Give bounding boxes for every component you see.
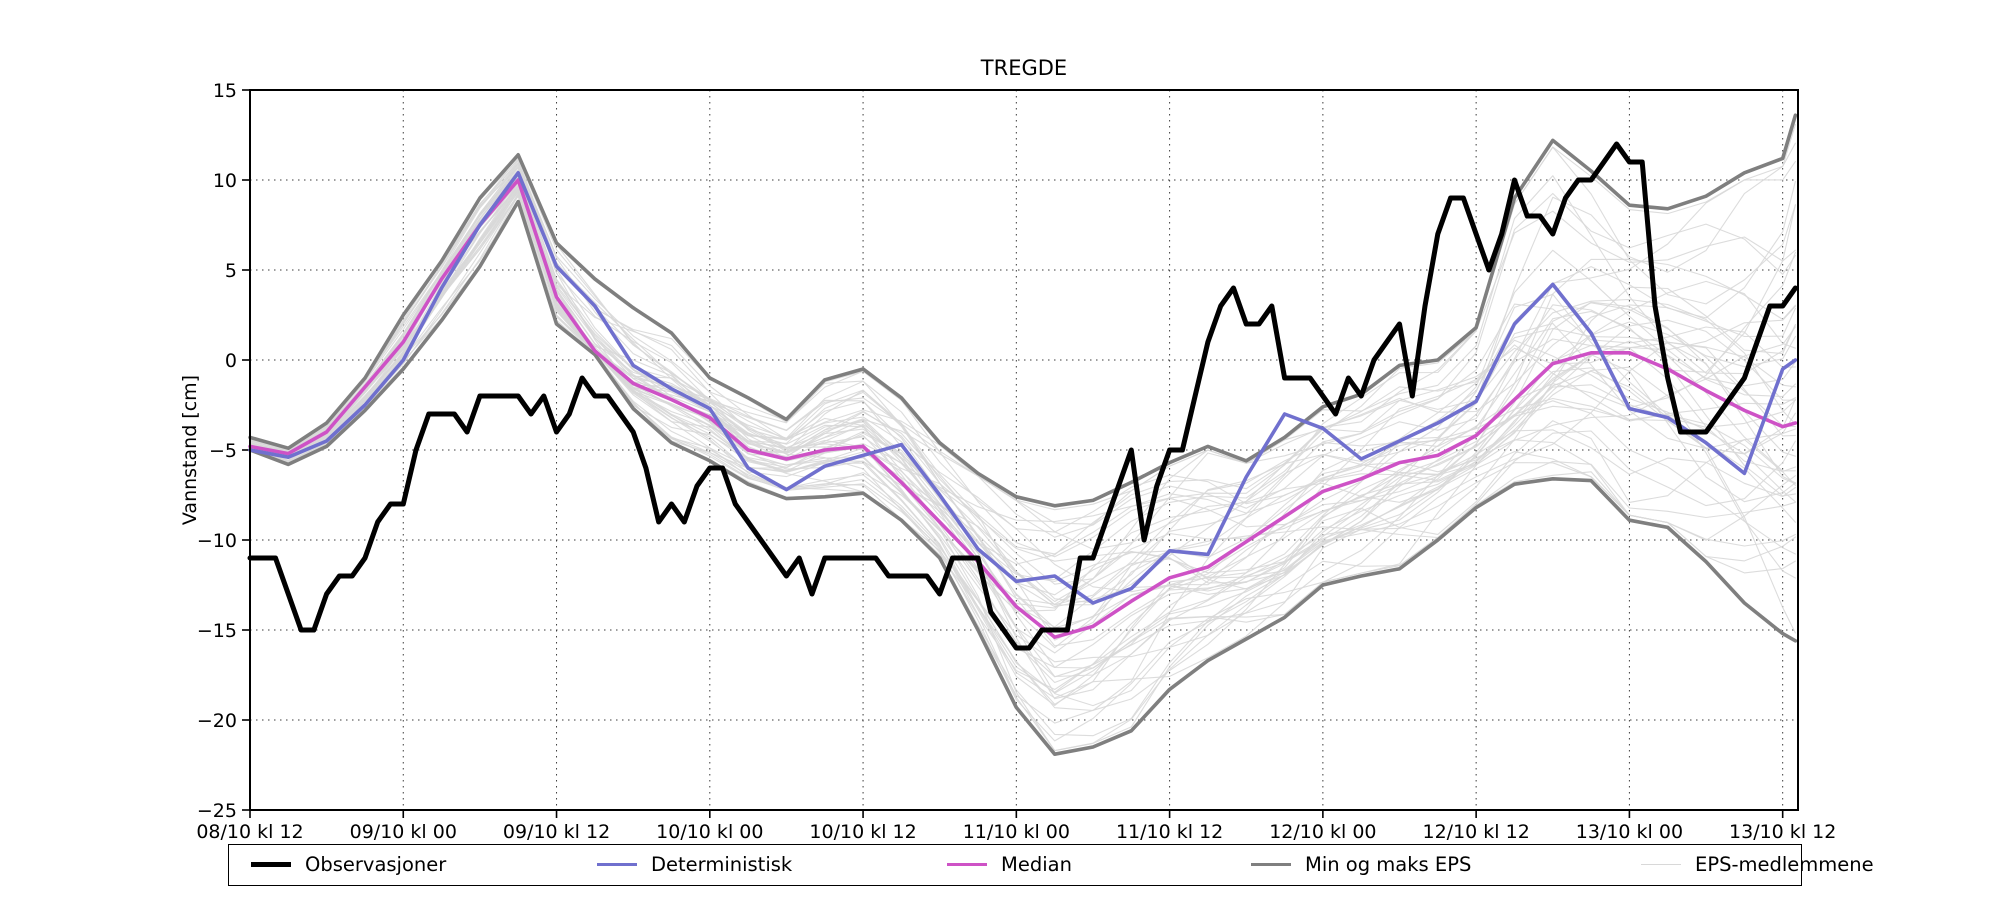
legend-item-eps-medlemmene: EPS-medlemmene xyxy=(1641,845,1874,884)
eps-member-line xyxy=(249,162,1796,558)
deterministic-line xyxy=(248,171,1798,605)
x-tick-label: 11/10 kl 12 xyxy=(1116,821,1223,843)
eps-member-line xyxy=(249,157,1796,565)
legend-label: Median xyxy=(1001,853,1072,876)
eps-member-line xyxy=(249,199,1796,707)
eps-member-line xyxy=(249,185,1796,742)
eps-member-line xyxy=(249,146,1796,603)
x-tick-label: 11/10 kl 00 xyxy=(963,821,1070,843)
y-tick-label: −25 xyxy=(197,800,237,822)
eps-member-line xyxy=(249,200,1796,663)
legend: Observasjoner Deterministisk Median Min og … xyxy=(228,844,1874,886)
observations-line xyxy=(247,141,1798,651)
eps-member-line xyxy=(249,166,1796,585)
x-tick-label: 10/10 kl 00 xyxy=(656,821,763,843)
eps-member-line xyxy=(249,187,1796,550)
x-tick-label: 13/10 kl 00 xyxy=(1576,821,1683,843)
y-tick-label: 15 xyxy=(213,80,237,102)
x-tick-label: 09/10 kl 00 xyxy=(350,821,457,843)
eps-member-line xyxy=(249,186,1796,737)
y-tick-label: −15 xyxy=(197,620,237,642)
y-tick-label: 5 xyxy=(225,260,237,282)
min-eps-line xyxy=(248,199,1798,757)
legend-line-swatch xyxy=(1641,864,1681,865)
legend-line-swatch xyxy=(947,863,987,866)
legend-line-swatch xyxy=(1251,863,1291,866)
eps-member-line xyxy=(249,192,1796,752)
y-tick-label: −10 xyxy=(197,530,237,552)
max-eps-line xyxy=(248,113,1798,508)
legend-item-deterministisk: Deterministisk xyxy=(597,845,792,884)
x-tick-label: 12/10 kl 12 xyxy=(1422,821,1529,843)
legend-line-swatch xyxy=(251,862,291,867)
x-tick-label: 12/10 kl 00 xyxy=(1269,821,1376,843)
y-tick-label: 10 xyxy=(213,170,237,192)
median-line xyxy=(248,178,1798,640)
y-tick-label: 0 xyxy=(225,350,237,372)
chart-title: TREGDE xyxy=(980,56,1068,80)
legend-line-swatch xyxy=(597,863,637,866)
y-tick-label: −20 xyxy=(197,710,237,732)
legend-item-median: Median xyxy=(947,845,1072,884)
x-tick-label: 08/10 kl 12 xyxy=(196,821,303,843)
eps-member-line xyxy=(249,166,1796,712)
x-tick-label: 09/10 kl 12 xyxy=(503,821,610,843)
eps-member-line xyxy=(249,182,1796,555)
eps-member-line xyxy=(249,160,1796,628)
eps-member-line xyxy=(249,182,1796,523)
eps-member-line xyxy=(249,162,1796,538)
legend-item-min-og-maks-eps: Min og maks EPS xyxy=(1251,845,1471,884)
eps-member-line xyxy=(249,195,1796,669)
legend-item-observasjoner: Observasjoner xyxy=(251,845,446,884)
legend-label: Deterministisk xyxy=(651,853,793,876)
eps-member-line xyxy=(249,177,1796,606)
legend-label: Observasjoner xyxy=(305,853,447,876)
eps-member-line xyxy=(249,169,1796,694)
plot-frame xyxy=(249,89,1799,811)
eps-member-line xyxy=(249,194,1796,609)
x-tick-label: 13/10 kl 12 xyxy=(1729,821,1836,843)
y-tick-label: −5 xyxy=(209,440,237,462)
legend-label: EPS-medlemmene xyxy=(1695,853,1874,876)
legend-label: Min og maks EPS xyxy=(1305,853,1472,876)
y-axis-label: Vannstand [cm] xyxy=(179,374,201,526)
x-tick-label: 10/10 kl 12 xyxy=(809,821,916,843)
eps-member-line xyxy=(249,171,1796,706)
